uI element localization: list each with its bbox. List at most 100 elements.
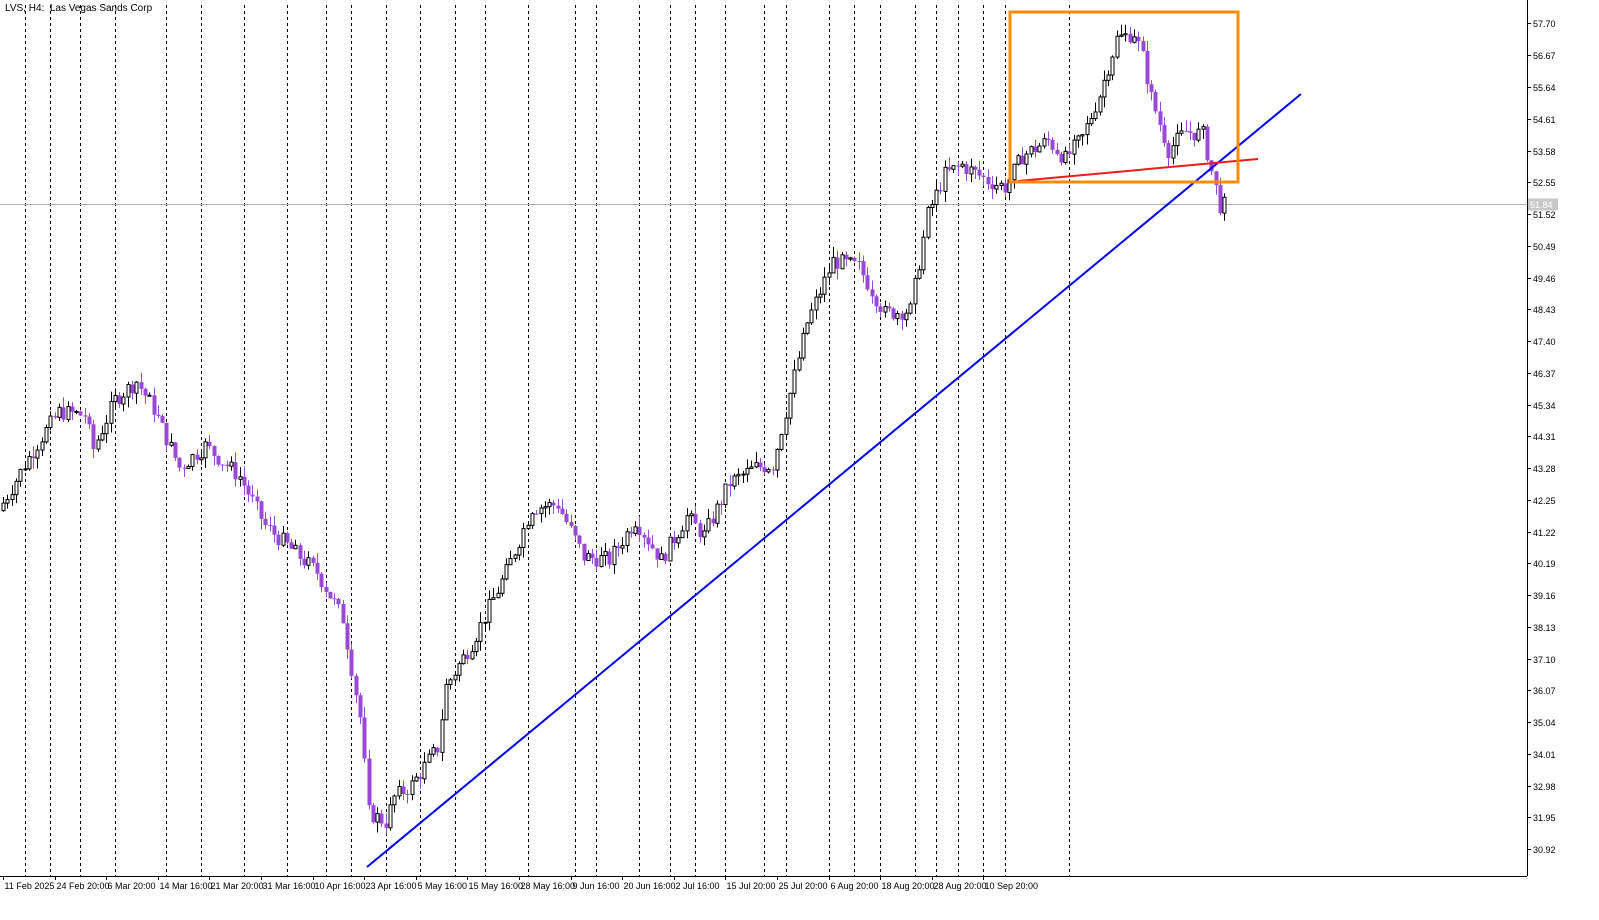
candle-body-bull[interactable] [1089,118,1094,125]
candle-body-bull[interactable] [104,422,109,435]
candle-body-bear[interactable] [857,260,862,262]
candle-body-bull[interactable] [930,203,935,209]
candle-body-bear[interactable] [1033,146,1038,152]
candle-body-bull[interactable] [1093,111,1098,120]
candle-body-bear[interactable] [358,695,363,718]
candle-body-bull[interactable] [199,457,204,461]
candle-body-bear[interactable] [384,823,389,828]
candle-body-bull[interactable] [5,499,10,504]
candle-body-bear[interactable] [981,175,986,178]
candle-body-bull[interactable] [754,462,759,468]
candle-body-bear[interactable] [719,504,724,506]
candle-body-bull[interactable] [422,761,427,780]
candle-body-bull[interactable] [1102,79,1107,98]
candle-body-bull[interactable] [410,780,415,796]
candle-body-bull[interactable] [440,719,445,753]
candle-body-bear[interactable] [143,388,148,396]
candle-body-bull[interactable] [57,406,62,418]
candle-body-bear[interactable] [354,675,359,696]
candle-body-bull[interactable] [487,598,492,623]
candle-body-bear[interactable] [465,654,470,659]
candle-body-bull[interactable] [818,293,823,298]
uptrend-line[interactable] [366,93,1302,868]
candle-body-bear[interactable] [31,456,36,459]
candle-body-bear[interactable] [1046,138,1051,140]
candle-body-bear[interactable] [1059,154,1064,163]
candle-body-bull[interactable] [48,415,53,429]
candle-body-bear[interactable] [900,313,905,320]
candle-body-bull[interactable] [603,551,608,557]
candle-body-bear[interactable] [70,406,75,412]
candle-body-bull[interactable] [1110,56,1115,76]
candle-body-bear[interactable] [349,649,354,676]
candle-body-bull[interactable] [293,544,298,550]
candle-body-bear[interactable] [91,424,96,450]
candle-body-bull[interactable] [715,503,720,524]
candle-body-bull[interactable] [427,753,432,763]
candle-body-bear[interactable] [1020,155,1025,165]
candle-body-bull[interactable] [66,405,71,421]
candle-body-bull[interactable] [676,537,681,544]
candle-body-bear[interactable] [973,166,978,170]
candle-body-bear[interactable] [255,496,260,502]
candle-body-bear[interactable] [844,254,849,260]
candle-body-bull[interactable] [1171,145,1176,159]
candle-body-bull[interactable] [526,524,531,530]
candle-body-bear[interactable] [324,587,329,592]
candle-body-bear[interactable] [1003,183,1008,193]
candle-body-bull[interactable] [999,182,1004,186]
candle-body-bull[interactable] [745,467,750,475]
candle-body-bull[interactable] [943,166,948,192]
candle-body-bear[interactable] [1192,132,1197,141]
candle-body-bull[interactable] [530,513,535,526]
candle-body-bear[interactable] [1055,149,1060,155]
candle-body-bull[interactable] [814,296,819,311]
candle-body-bear[interactable] [117,395,122,405]
candle-body-bull[interactable] [431,747,436,755]
candle-body-bear[interactable] [728,483,733,487]
candle-body-bear[interactable] [650,544,655,549]
candle-body-bull[interactable] [543,506,548,509]
candle-body-bull[interactable] [40,441,45,451]
candle-body-bear[interactable] [629,531,634,534]
candle-body-bull[interactable] [1012,163,1017,181]
candle-body-bull[interactable] [913,277,918,305]
candle-body-bull[interactable] [513,554,518,559]
candle-body-bear[interactable] [263,518,268,526]
candle-body-bear[interactable] [956,165,961,167]
candle-body-bull[interactable] [805,322,810,334]
candle-body-bull[interactable] [822,276,827,295]
candle-body-bear[interactable] [758,462,763,468]
candle-body-bull[interactable] [414,776,419,782]
candle-body-bear[interactable] [646,537,651,545]
candle-body-bull[interactable] [521,528,526,548]
candle-body-bear[interactable] [1149,84,1154,93]
candle-body-bear[interactable] [1162,124,1167,143]
candle-body-bear[interactable] [259,501,264,519]
candle-body-bull[interactable] [883,306,888,313]
candle-body-bear[interactable] [272,525,277,535]
candle-body-bull[interactable] [10,494,15,501]
candle-body-bull[interactable] [827,272,832,278]
candle-body-bull[interactable] [23,468,28,471]
candle-body-bull[interactable] [801,332,806,359]
candle-body-bull[interactable] [1042,138,1047,147]
candle-body-bull[interactable] [470,651,475,660]
candle-body-bear[interactable] [642,534,647,538]
candle-body-bear[interactable] [762,467,767,472]
candle-body-bull[interactable] [1196,128,1201,141]
candle-body-bull[interactable] [792,369,797,394]
candle-body-bear[interactable] [1050,139,1055,150]
candle-body-bull[interactable] [229,461,234,467]
candle-body-bear[interactable] [341,604,346,624]
candle-body-bull[interactable] [388,804,393,829]
candle-body-bear[interactable] [130,384,135,394]
candle-body-bull[interactable] [904,312,909,321]
candle-body-bull[interactable] [702,530,707,538]
candle-body-bull[interactable] [741,473,746,476]
candle-body-bear[interactable] [1209,160,1214,172]
candle-body-bull[interactable] [612,545,617,566]
candle-body-bear[interactable] [1128,33,1133,43]
